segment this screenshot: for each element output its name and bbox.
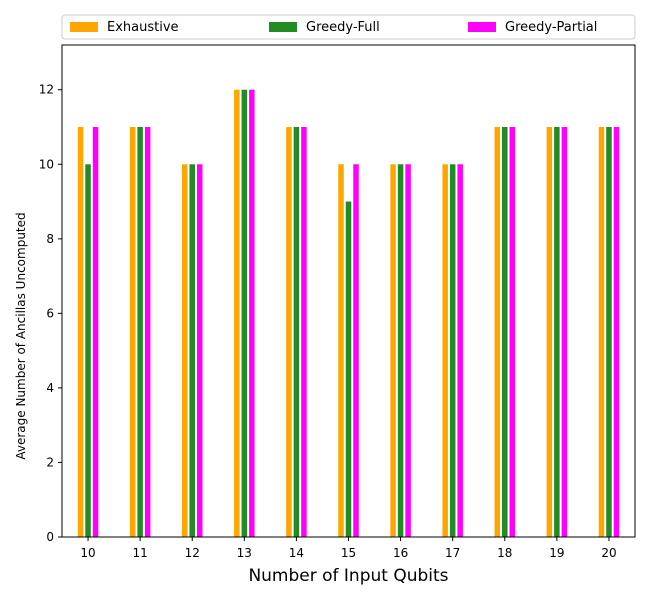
x-tick-label-17: 17	[445, 546, 460, 560]
x-tick-label-20: 20	[601, 546, 616, 560]
bar-greedy-partial-14	[301, 127, 307, 537]
x-tick-label-19: 19	[549, 546, 564, 560]
bar-exhaustive-14	[286, 127, 292, 537]
bar-exhaustive-13	[234, 89, 240, 538]
bar-greedy-full-11	[137, 127, 143, 537]
legend-box	[61, 14, 636, 40]
bar-greedy-full-13	[241, 89, 248, 538]
y-tick-label-0: 0	[46, 530, 54, 544]
bar-exhaustive-10	[77, 127, 84, 537]
x-tick-label-15: 15	[341, 546, 356, 560]
bar-greedy-partial-20	[613, 127, 620, 537]
bar-greedy-full-18	[502, 127, 508, 537]
y-tick-label-2: 2	[46, 455, 54, 469]
x-axis: 10 11 12 13 14 15 16 17 18 19 20	[80, 537, 617, 560]
y-tick-label-4: 4	[46, 381, 54, 395]
legend: Exhaustive Greedy-Full Greedy-Partial	[61, 14, 636, 40]
bar-greedy-full-17	[449, 164, 456, 538]
y-tick-label-8: 8	[46, 232, 54, 246]
bar-exhaustive-15	[338, 164, 344, 538]
bar-greedy-partial-11	[144, 127, 151, 537]
legend-label-exhaustive: Exhaustive	[107, 20, 179, 35]
bar-greedy-full-15	[345, 201, 352, 537]
x-tick-label-18: 18	[497, 546, 512, 560]
bar-greedy-partial-18	[509, 127, 516, 537]
bar-exhaustive-11	[129, 127, 136, 537]
legend-label-greedy-full: Greedy-Full	[306, 20, 380, 35]
bar-greedy-partial-19	[561, 127, 568, 537]
bars	[77, 89, 620, 538]
bar-exhaustive-20	[598, 127, 605, 537]
x-tick-label-12: 12	[185, 546, 200, 560]
bar-greedy-full-16	[397, 164, 404, 538]
bar-exhaustive-12	[181, 164, 188, 538]
legend-label-greedy-partial: Greedy-Partial	[505, 20, 597, 35]
y-axis-label: Average Number of Ancillas Uncomputed	[14, 212, 28, 459]
bar-greedy-partial-16	[405, 164, 411, 538]
y-tick-label-6: 6	[46, 306, 54, 320]
bar-greedy-partial-13	[249, 89, 255, 538]
x-axis-label: Number of Input Qubits	[248, 566, 448, 586]
bar-exhaustive-19	[546, 127, 553, 537]
bar-greedy-full-19	[554, 127, 560, 537]
bar-exhaustive-17	[442, 164, 448, 538]
y-axis: 0 2 4 6 8 10 12	[39, 83, 62, 544]
bar-greedy-partial-10	[92, 127, 99, 537]
x-tick-label-16: 16	[393, 546, 408, 560]
y-tick-label-10: 10	[39, 157, 54, 171]
bar-greedy-full-20	[606, 127, 612, 537]
x-tick-label-14: 14	[289, 546, 304, 560]
bar-greedy-partial-12	[196, 164, 203, 538]
legend-swatch-greedy-partial	[468, 22, 496, 32]
y-tick-label-12: 12	[39, 83, 54, 97]
bar-greedy-partial-15	[353, 164, 359, 538]
x-tick-label-13: 13	[237, 546, 252, 560]
x-tick-label-11: 11	[132, 546, 147, 560]
legend-swatch-exhaustive	[70, 22, 98, 32]
legend-swatch-greedy-full	[269, 22, 297, 32]
bar-greedy-full-10	[85, 164, 91, 538]
bar-greedy-full-14	[293, 127, 300, 537]
bar-exhaustive-16	[390, 164, 396, 538]
bar-greedy-partial-17	[457, 164, 463, 538]
bar-exhaustive-18	[494, 127, 501, 537]
bar-greedy-full-12	[189, 164, 195, 538]
x-tick-label-10: 10	[80, 546, 95, 560]
